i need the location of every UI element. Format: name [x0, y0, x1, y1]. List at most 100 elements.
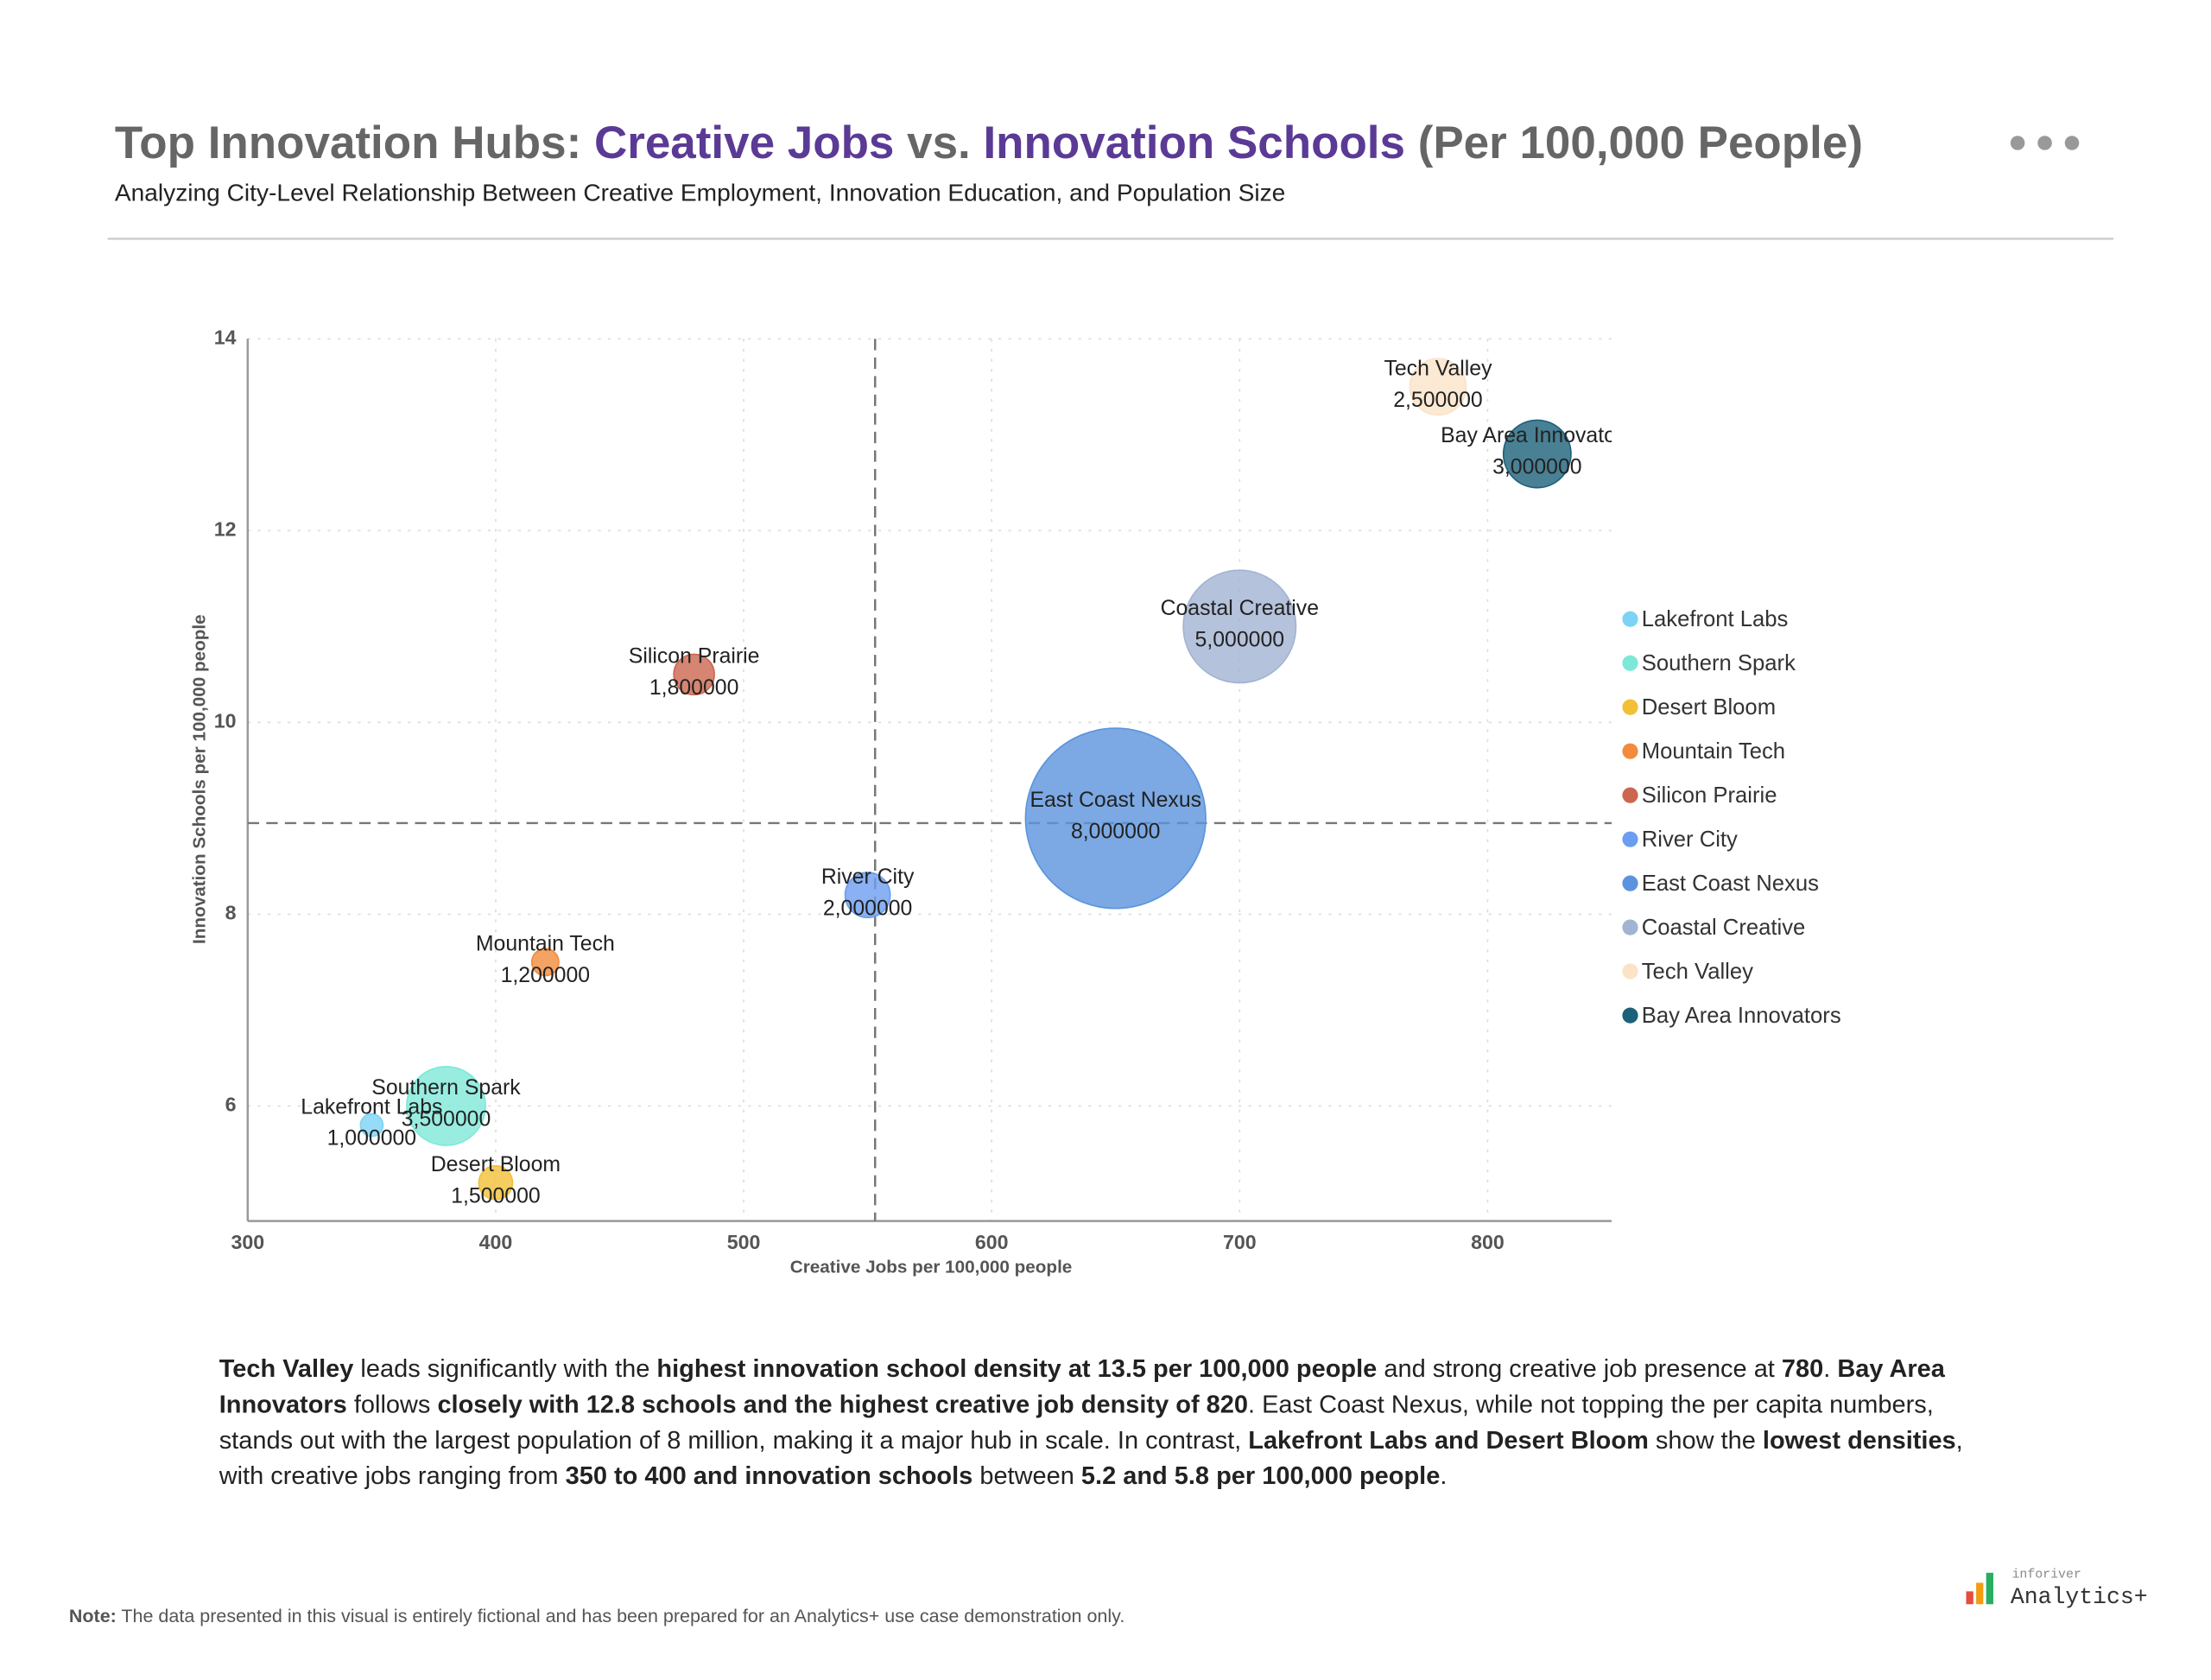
legend-swatch	[1622, 875, 1638, 891]
summary-segment: show the	[1648, 1425, 1763, 1455]
logo: inforiver Analytics+	[1966, 1568, 2148, 1610]
bubble-value: 2,000000	[823, 897, 912, 920]
title-part: (Per 100,000 People)	[1405, 117, 1863, 168]
legend-label: Lakefront Labs	[1642, 607, 1789, 631]
legend-label: River City	[1642, 827, 1738, 852]
bubble	[844, 872, 891, 919]
legend-swatch	[1622, 1007, 1638, 1024]
bubble-name: Lakefront Labs	[301, 1095, 442, 1119]
summary-segment: 5.2 and 5.8 per 100,000 people	[1080, 1461, 1441, 1490]
summary-segment: follows	[346, 1389, 438, 1419]
title-part: Creative Jobs	[594, 117, 894, 168]
data-labels: Lakefront Labs 1,000000 Southern Spark 3,50…	[301, 358, 1633, 1208]
x-tick-label: 600	[975, 1231, 1009, 1253]
logo-name: Analytics+	[2011, 1584, 2148, 1610]
legend-swatch	[1622, 699, 1638, 715]
bubble	[1409, 358, 1467, 416]
bubble-value: 1,000000	[327, 1127, 417, 1151]
legend-label: Tech Valley	[1642, 960, 1753, 984]
summary-segment: Tech Valley	[219, 1354, 354, 1383]
x-tick-label: 500	[727, 1231, 761, 1253]
y-tick-label: 10	[214, 709, 237, 732]
bubble	[530, 948, 560, 977]
bubble	[1024, 727, 1207, 910]
bubble-name: Coastal Creative	[1161, 597, 1319, 620]
bubble-name: Desert Bloom	[431, 1153, 561, 1176]
bubble	[1502, 419, 1572, 489]
summary-segment: , with creative jobs ranging from	[219, 1425, 1963, 1490]
bubble-name: Tech Valley	[1384, 358, 1492, 381]
legend-label: East Coast Nexus	[1642, 872, 1819, 896]
legend-label: Silicon Prairie	[1642, 783, 1777, 808]
bubble	[359, 1113, 384, 1138]
summary-text: Tech Valley leads significantly with the…	[219, 1351, 1985, 1494]
legend-swatch	[1622, 611, 1638, 627]
summary-segment: Bay Area Innovators	[219, 1354, 1945, 1419]
chart-title: Top Innovation Hubs: Creative Jobs vs. I…	[115, 117, 1863, 168]
bubble-name: Southern Spark	[371, 1076, 521, 1100]
y-tick-label: 14	[214, 326, 237, 348]
summary-segment: closely with 12.8 schools and the highes…	[437, 1389, 1248, 1419]
bubble	[1182, 569, 1297, 684]
bubble	[406, 1065, 486, 1146]
legend-label: Desert Bloom	[1642, 695, 1776, 720]
bubble-value: 8,000000	[1071, 820, 1161, 843]
x-tick-label: 300	[231, 1231, 264, 1253]
bubble	[673, 653, 715, 696]
bubble-name: Mountain Tech	[476, 933, 615, 956]
title-part: Top Innovation Hubs:	[115, 117, 594, 168]
logo-sub: inforiver	[2011, 1568, 2081, 1582]
y-tick-label: 6	[225, 1094, 237, 1116]
title-part: Innovation Schools	[983, 117, 1405, 168]
y-axis-label: Innovation Schools per 100,000 people	[190, 614, 210, 944]
summary-segment: highest innovation school density at 13.…	[656, 1354, 1378, 1383]
bubble-value: 3,000000	[1492, 456, 1582, 479]
summary-segment: lowest densities	[1762, 1425, 1956, 1455]
legend-label: Coastal Creative	[1642, 916, 1806, 940]
bubble-value: 5,000000	[1195, 628, 1285, 651]
note: Note: The data presented in this visual …	[69, 1606, 1125, 1626]
legend-swatch	[1622, 655, 1638, 671]
summary-segment: and strong creative job presence at	[1377, 1354, 1782, 1383]
x-tick-label: 700	[1223, 1231, 1257, 1253]
legend-swatch	[1622, 743, 1638, 759]
legend-swatch	[1622, 787, 1638, 803]
legend-label: Southern Spark	[1642, 651, 1796, 675]
x-tick-label: 400	[479, 1231, 513, 1253]
bubble-name: East Coast Nexus	[1029, 789, 1201, 812]
summary-segment: leads significantly with the	[353, 1354, 657, 1383]
subtitle: Analyzing City-Level Relationship Betwee…	[115, 180, 1285, 206]
bubble-value: 1,800000	[649, 676, 739, 700]
legend-label: Mountain Tech	[1642, 739, 1785, 764]
summary: Tech Valley leads significantly with the…	[219, 1351, 1985, 1494]
summary-segment: between	[972, 1461, 1081, 1490]
legend-swatch	[1622, 919, 1638, 935]
legend: Lakefront Labs Southern Spark Desert Bloom…	[1622, 607, 1841, 1028]
legend-label: Bay Area Innovators	[1642, 1004, 1841, 1028]
summary-segment: 780	[1781, 1354, 1824, 1383]
bubble-value: 3,500000	[402, 1108, 491, 1132]
x-tick-label: 800	[1471, 1231, 1505, 1253]
bubble-name: River City	[821, 865, 915, 889]
title-part: vs.	[894, 117, 983, 168]
bubble	[478, 1164, 514, 1201]
bubble-value: 1,200000	[501, 964, 591, 987]
bubble-value: 2,500000	[1393, 389, 1483, 412]
summary-segment: 350 to 400 and innovation schools	[565, 1461, 973, 1490]
y-tick-label: 12	[214, 517, 237, 540]
y-tick-label: 8	[225, 902, 237, 924]
note-label: Note:	[69, 1606, 117, 1626]
bubble-value: 1,500000	[451, 1184, 541, 1208]
bubble-name: Bay Area Innovators	[1441, 424, 1633, 447]
legend-swatch	[1622, 831, 1638, 847]
summary-segment: Lakefront Labs and Desert Bloom	[1248, 1425, 1649, 1455]
bubble-name: Silicon Prairie	[629, 645, 760, 669]
summary-segment: . East Coast Nexus, while not topping th…	[219, 1389, 1934, 1455]
summary-segment: .	[1440, 1461, 1448, 1490]
x-axis-label: Creative Jobs per 100,000 people	[790, 1258, 1073, 1277]
note-text: The data presented in this visual is ent…	[117, 1606, 1125, 1626]
summary-segment: .	[1823, 1354, 1838, 1383]
more-menu[interactable]	[2010, 136, 2080, 150]
